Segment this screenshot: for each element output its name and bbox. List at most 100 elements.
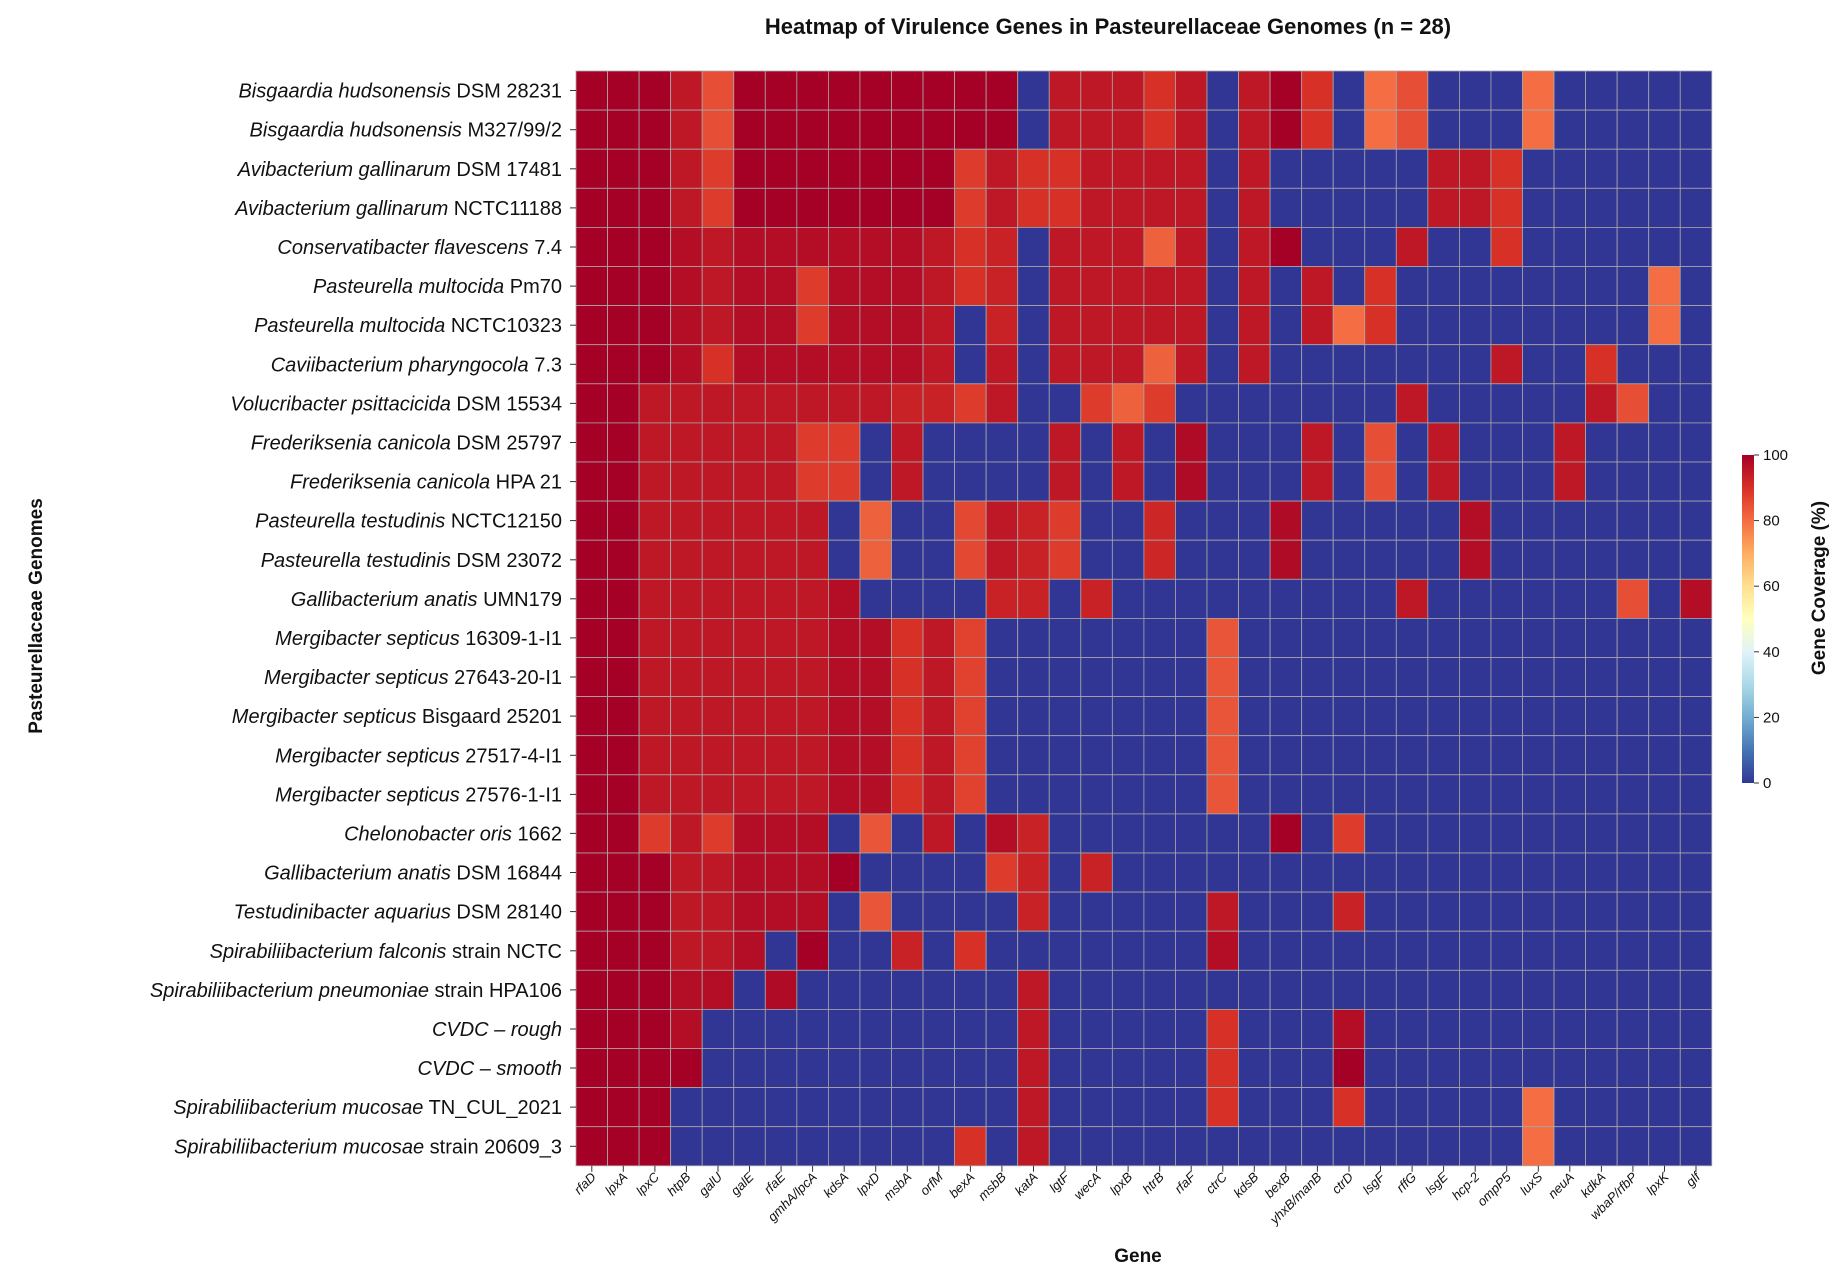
heatmap-cell: [1490, 1087, 1523, 1128]
heatmap-cell: [733, 578, 766, 619]
heatmap-cell: [954, 539, 987, 580]
heatmap-cell: [1679, 383, 1713, 424]
heatmap-cell: [985, 852, 1019, 893]
heatmap-cell: [859, 891, 892, 932]
heatmap-cell: [1585, 500, 1618, 541]
heatmap-cell: [891, 70, 924, 111]
heatmap-cell: [607, 422, 640, 463]
heatmap-cell: [638, 618, 672, 658]
heatmap-cell: [607, 226, 640, 267]
row-label: CVDC – smooth: [418, 1058, 563, 1080]
heatmap-cell: [1080, 539, 1113, 580]
heatmap-cell: [575, 735, 608, 776]
heatmap-cell: [1332, 774, 1366, 815]
column-label: ompP5: [1474, 1169, 1514, 1209]
heatmap-cell: [1017, 774, 1050, 815]
heatmap-cell: [1459, 774, 1492, 815]
heatmap-cell: [891, 969, 924, 1010]
row-label-strain: M327/99/2: [462, 120, 562, 142]
heatmap-cell: [891, 226, 924, 267]
heatmap-cell: [1017, 1009, 1050, 1049]
heatmap-cell: [1143, 1087, 1176, 1128]
heatmap-cell: [1459, 578, 1492, 619]
heatmap-cell: [985, 500, 1019, 541]
heatmap-cell: [670, 1087, 703, 1128]
heatmap-cell: [985, 1126, 1019, 1167]
row-label: CVDC – rough: [432, 1019, 562, 1041]
heatmap-cell: [1111, 696, 1145, 737]
heatmap-cell: [1648, 813, 1681, 854]
heatmap-cell: [733, 344, 766, 385]
heatmap-cell: [1301, 618, 1334, 658]
heatmap-cell: [1553, 578, 1587, 619]
heatmap-cell: [891, 774, 924, 815]
heatmap-cell: [1364, 148, 1397, 189]
heatmap-cell: [607, 1087, 640, 1128]
heatmap-cell: [764, 1048, 798, 1088]
heatmap-cell: [1111, 187, 1145, 228]
column-label: lpxC: [633, 1169, 662, 1198]
row-label-species: Frederiksenia canicola: [251, 433, 451, 455]
heatmap-cell: [575, 305, 608, 346]
heatmap-cell: [1679, 657, 1713, 697]
heatmap-cell: [1553, 1009, 1587, 1049]
heatmap-cell: [1585, 539, 1618, 580]
heatmap-cell: [828, 187, 861, 228]
row-label-species: Avibacterium gallinarum: [234, 198, 448, 220]
heatmap-cell: [638, 500, 672, 541]
heatmap-cell: [954, 657, 987, 697]
heatmap-cell: [985, 1087, 1019, 1128]
heatmap-cell: [828, 70, 861, 111]
heatmap-cell: [1522, 1126, 1555, 1167]
heatmap-cell: [607, 930, 640, 971]
heatmap-cell: [828, 1048, 861, 1088]
heatmap-cell: [1301, 1087, 1334, 1128]
heatmap-cell: [670, 422, 703, 463]
heatmap-cell: [1553, 735, 1587, 776]
heatmap-cell: [922, 618, 955, 658]
heatmap-cell: [1585, 578, 1618, 619]
heatmap-cell: [1269, 383, 1303, 424]
heatmap-cell: [922, 930, 955, 971]
row-label-species: Pasteurella multocida: [313, 276, 504, 298]
heatmap-cell: [1301, 735, 1334, 776]
heatmap-cell: [1616, 930, 1650, 971]
heatmap-cell: [1048, 891, 1082, 932]
heatmap-cell: [828, 657, 861, 697]
heatmap-cell: [1111, 109, 1145, 150]
heatmap-cell: [1269, 461, 1303, 502]
heatmap-cell: [985, 539, 1019, 580]
heatmap-cell: [1206, 383, 1239, 424]
heatmap-cell: [1332, 226, 1366, 267]
heatmap-cell: [1269, 813, 1303, 854]
heatmap-cell: [828, 422, 861, 463]
heatmap-cell: [1395, 852, 1429, 893]
heatmap-cell: [1175, 226, 1208, 267]
heatmap-cell: [1143, 1126, 1176, 1167]
heatmap-cell: [1616, 266, 1650, 306]
heatmap-cell: [1143, 618, 1176, 658]
heatmap-cell: [1175, 1048, 1208, 1088]
heatmap-cell: [1080, 735, 1113, 776]
heatmap-cell: [1143, 226, 1176, 267]
heatmap-cell: [1143, 1048, 1176, 1088]
heatmap-cell: [796, 1126, 829, 1167]
heatmap-cell: [575, 891, 608, 932]
heatmap-cell: [796, 383, 829, 424]
heatmap-cell: [1143, 305, 1176, 346]
row-label-strain: DSM 16844: [451, 863, 562, 885]
heatmap-cell: [733, 70, 766, 111]
heatmap-cell: [1238, 891, 1271, 932]
heatmap-cell: [733, 774, 766, 815]
heatmap-cell: [859, 1009, 892, 1049]
heatmap-cell: [891, 344, 924, 385]
heatmap-cell: [1679, 305, 1713, 346]
heatmap-cell: [670, 344, 703, 385]
heatmap-cell: [1301, 1048, 1334, 1088]
heatmap-cell: [859, 305, 892, 346]
heatmap-cell: [985, 813, 1019, 854]
row-labels: Bisgaardia hudsonensis DSM 28231Bisgaard…: [150, 81, 576, 1158]
heatmap-cell: [1143, 891, 1176, 932]
heatmap-cell: [1459, 148, 1492, 189]
heatmap-cell: [985, 383, 1019, 424]
